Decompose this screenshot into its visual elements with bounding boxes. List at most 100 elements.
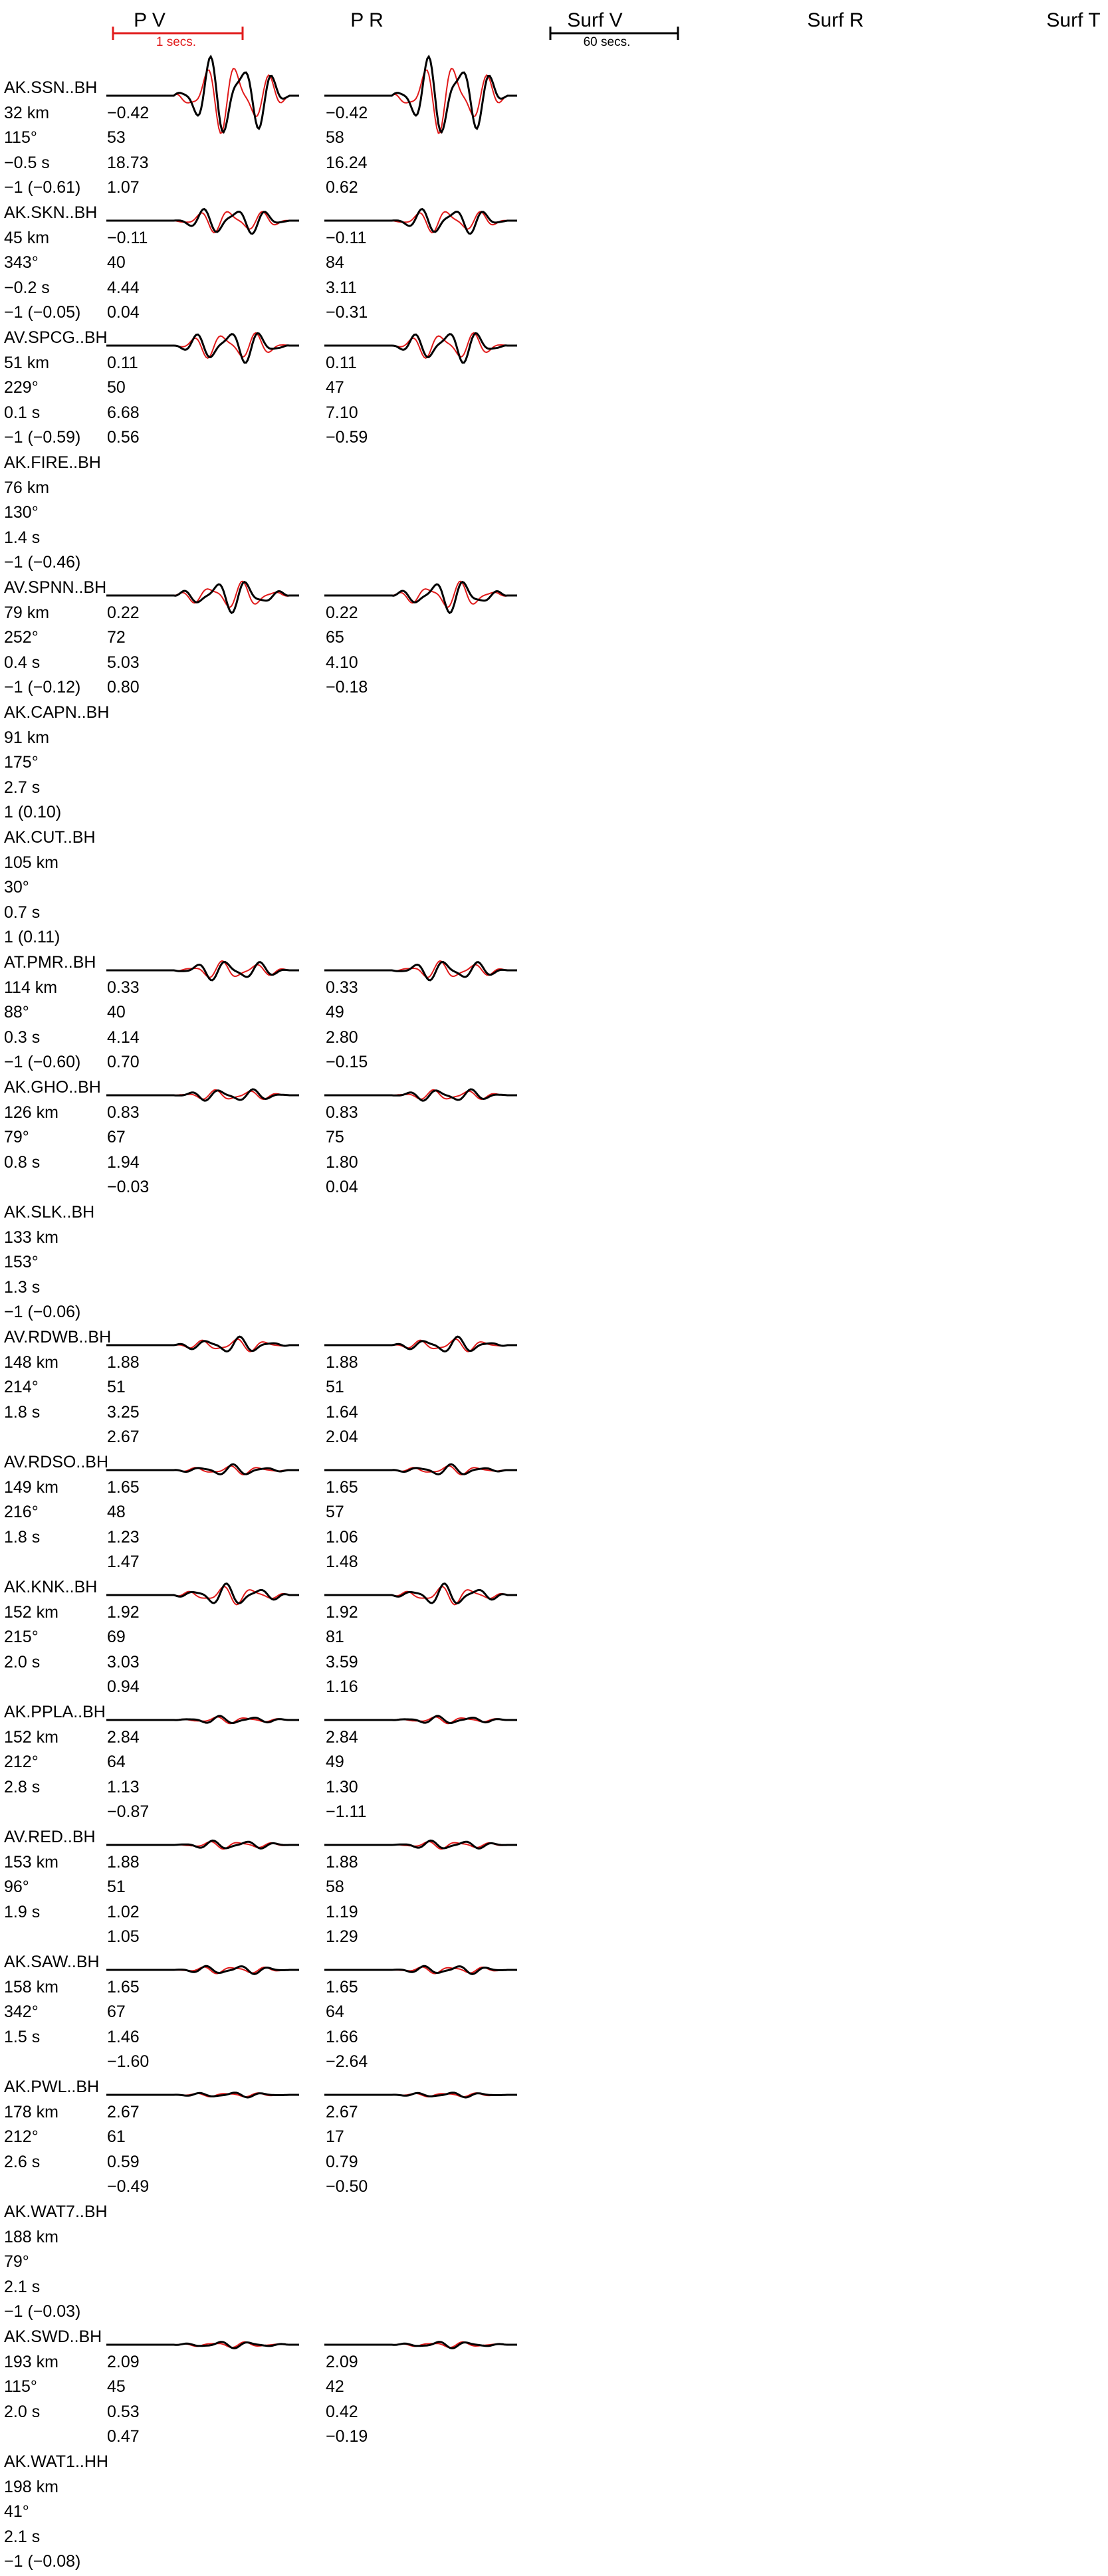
station-weight: 1 (0.10): [4, 803, 62, 822]
station-row: AK.PWL..BH 178 km 212° 2.6 s 2.67 61 0.59 −0.49…: [0, 2075, 1108, 2201]
pr-value: −0.50: [326, 2177, 368, 2197]
scale-bars: [112, 27, 679, 40]
station-weight: −1 (−0.12): [4, 678, 81, 697]
pr-values: 0.33 49 2.80 −0.15: [326, 976, 368, 1075]
pr-value: −0.19: [326, 2427, 368, 2446]
pr-value: −0.15: [326, 1053, 368, 1072]
pr-observed-trace: [324, 1335, 517, 1352]
pv-value: 0.11: [107, 353, 138, 372]
station-shift: 1.8 s: [4, 1527, 41, 1547]
station-info: AK.WAT1..HH 198 km 41° 2.1 s −1 (−0.08): [4, 2450, 108, 2575]
station-row: AK.SKN..BH 45 km 343° −0.2 s −1 (−0.05) −0.11…: [0, 201, 1108, 327]
station-info: AK.SLK..BH 133 km 153° 1.3 s −1 (−0.06): [4, 1200, 94, 1325]
station-row: AK.SSN..BH 32 km 115° −0.5 s −1 (−0.61) −0.42…: [0, 54, 1108, 202]
station-name: AT.PMR..BH: [4, 953, 96, 972]
pr-values: 1.88 51 1.64 2.04: [326, 1350, 358, 1450]
pv-value: 40: [107, 1003, 126, 1022]
station-info: AV.RDSO..BH 149 km 216° 1.8 s: [4, 1450, 108, 1575]
station-distance: 158 km: [4, 1977, 58, 1996]
station-name: AK.SAW..BH: [4, 1953, 100, 1971]
station-shift: −0.5 s: [4, 153, 50, 172]
pv-value: 61: [107, 2127, 126, 2147]
pv-observed-trace: [106, 1088, 299, 1102]
station-azimuth: 79°: [4, 1128, 29, 1147]
pr-value: 2.80: [326, 1027, 358, 1047]
pv-value: 53: [107, 128, 126, 148]
station-distance: 105 km: [4, 853, 58, 872]
station-azimuth: 88°: [4, 1003, 29, 1022]
waveform-panel: [106, 2092, 517, 2099]
station-weight: −1 (−0.06): [4, 1303, 81, 1322]
station-distance: 178 km: [4, 2102, 58, 2121]
station-azimuth: 229°: [4, 378, 39, 397]
station-weight: −1 (−0.03): [4, 2302, 81, 2321]
pv-observed-trace: [106, 1715, 299, 1724]
pr-value: 1.48: [326, 1553, 358, 1572]
station-info: AK.SAW..BH 158 km 342° 1.5 s: [4, 1950, 100, 2075]
pr-value: 2.04: [326, 1428, 358, 1447]
waveform-panel: [106, 1839, 517, 1850]
pv-value: 6.68: [107, 403, 140, 422]
pr-observed-trace: [324, 332, 517, 364]
pr-value: −2.64: [326, 2052, 368, 2072]
station-azimuth: 115°: [4, 2377, 37, 2397]
waveform-panel: [106, 332, 517, 364]
waveform-panel: [106, 960, 517, 982]
station-distance: 32 km: [4, 103, 50, 122]
pr-value: 0.33: [326, 978, 358, 997]
pv-values: 1.88 51 3.25 2.67: [107, 1350, 140, 1450]
pv-value: 69: [107, 1628, 126, 1647]
pr-observed-trace: [324, 54, 517, 134]
waveform-panel: [106, 580, 517, 615]
pr-value: 49: [326, 1003, 344, 1022]
station-azimuth: 41°: [4, 2502, 29, 2522]
station-weight: [4, 1800, 106, 1825]
station-row: AK.WAT7..BH 188 km 79° 2.1 s −1 (−0.03): [0, 2200, 1108, 2326]
pr-values: 0.11 47 7.10 −0.59: [326, 351, 368, 451]
waveform-panel: [106, 207, 517, 235]
pr-value: 0.42: [326, 2402, 358, 2421]
pr-observed-trace: [324, 1715, 517, 1724]
station-weight: [4, 1675, 97, 1700]
pr-value: 51: [326, 1378, 344, 1397]
station-shift: 1.3 s: [4, 1277, 41, 1297]
pv-value: 0.47: [107, 2427, 140, 2446]
station-row: AK.SLK..BH 133 km 153° 1.3 s −1 (−0.06): [0, 1200, 1108, 1327]
station-azimuth: 96°: [4, 1878, 29, 1897]
p-scale-bar: [112, 27, 244, 40]
station-name: AK.SKN..BH: [4, 203, 98, 222]
station-row: AV.RED..BH 153 km 96° 1.9 s 1.88 51 1.02 1.05 1.…: [0, 1825, 1108, 1951]
pr-value: 64: [326, 2002, 344, 2022]
pr-observed-trace: [324, 2092, 517, 2099]
station-shift: 0.8 s: [4, 1152, 41, 1172]
waveform-panel: [106, 1715, 517, 1725]
pr-values: −0.11 84 3.11 −0.31: [326, 226, 368, 326]
column-header-pv: P V: [134, 9, 166, 31]
pv-values: −0.11 40 4.44 0.04: [107, 226, 148, 326]
pv-value: 18.73: [107, 153, 149, 172]
station-row: AV.RDWB..BH 148 km 214° 1.8 s 1.88 51 3.25 2.67…: [0, 1325, 1108, 1451]
pr-value: 42: [326, 2377, 344, 2397]
pr-value: 2.67: [326, 2102, 358, 2121]
pv-values: −0.42 53 18.73 1.07: [107, 101, 149, 201]
station-shift: 0.4 s: [4, 653, 41, 672]
pv-value: 45: [107, 2377, 126, 2397]
column-header-surf-t: Surf T: [1046, 9, 1101, 31]
pr-value: 3.11: [326, 278, 357, 297]
pv-observed-trace: [106, 2341, 299, 2349]
station-distance: 133 km: [4, 1228, 58, 1247]
pr-observed-trace: [324, 960, 517, 982]
surf-scale-label: 60 secs.: [583, 35, 631, 49]
pr-observed-trace: [324, 1965, 517, 1975]
station-shift: 0.7 s: [4, 903, 41, 922]
station-row: AK.CAPN..BH 91 km 175° 2.7 s 1 (0.10): [0, 700, 1108, 827]
pv-value: 1.46: [107, 2027, 140, 2046]
station-weight: [4, 1425, 111, 1450]
pr-values: 0.22 65 4.10 −0.18: [326, 601, 368, 700]
station-row: AK.FIRE..BH 76 km 130° 1.4 s −1 (−0.46): [0, 451, 1108, 577]
station-shift: 2.1 s: [4, 2527, 41, 2546]
pr-value: 47: [326, 378, 344, 397]
pv-value: 1.92: [107, 1602, 140, 1622]
pv-value: 1.94: [107, 1152, 140, 1172]
pr-values: 2.09 42 0.42 −0.19: [326, 2350, 368, 2450]
